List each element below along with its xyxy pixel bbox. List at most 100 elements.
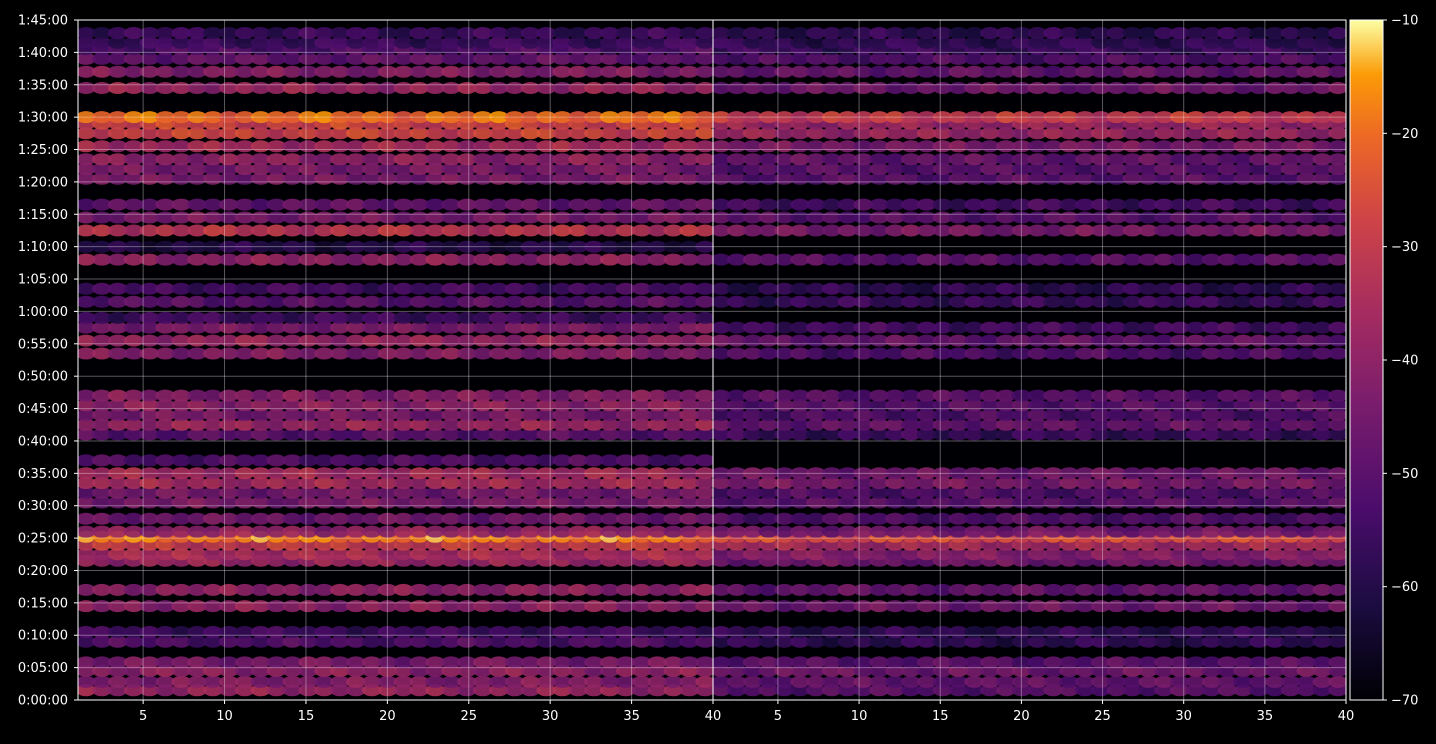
heatmap-cell [853, 399, 874, 412]
heatmap-cell [663, 321, 684, 334]
heatmap-cell [393, 684, 414, 697]
heatmap-cell [1312, 626, 1333, 638]
heatmap-cell [821, 36, 842, 49]
heatmap-cell [980, 635, 1000, 648]
heatmap-cell [996, 347, 1016, 360]
heatmap-cell [78, 211, 96, 224]
heatmap-cell [203, 525, 223, 538]
heatmap-cell [234, 111, 255, 124]
heatmap-cell [282, 295, 303, 308]
heatmap-cell [1090, 428, 1111, 441]
heatmap-cell [441, 656, 461, 669]
heatmap-cell [171, 52, 191, 65]
heatmap-cell [409, 65, 430, 78]
heatmap-cell [679, 418, 699, 431]
heatmap-cell [1312, 198, 1333, 211]
heatmap-cell [552, 65, 572, 78]
heatmap-cell [409, 525, 430, 538]
heatmap-cell [1043, 282, 1063, 295]
heatmap-cell [568, 454, 588, 467]
heatmap-cell [1154, 525, 1174, 538]
heatmap-cell [409, 454, 430, 467]
heatmap-cell [219, 454, 239, 467]
heatmap-cell [713, 496, 731, 509]
x-tick-label: 35 [623, 709, 640, 724]
heatmap-cell [774, 347, 794, 360]
heatmap-cell [520, 295, 541, 308]
heatmap-cell [1233, 253, 1253, 266]
heatmap-cell [203, 282, 223, 295]
heatmap-cell [473, 399, 493, 412]
heatmap-cell [441, 127, 461, 140]
heatmap-cell [1011, 282, 1032, 295]
heatmap-cell [282, 347, 303, 360]
heatmap-cell [1138, 52, 1158, 65]
heatmap-cell [266, 626, 287, 638]
heatmap-cell [1170, 65, 1190, 78]
heatmap-cell [393, 486, 414, 499]
heatmap-cell [250, 36, 271, 49]
heatmap-cell [1296, 211, 1317, 224]
heatmap-cell [1154, 172, 1174, 185]
heatmap-cell [742, 65, 763, 78]
heatmap-cell [948, 548, 969, 561]
heatmap-cell [600, 163, 620, 175]
heatmap-cell [203, 664, 223, 677]
heatmap-cell [1043, 418, 1063, 431]
heatmap-cell [520, 347, 541, 360]
heatmap-cell [298, 664, 319, 677]
heatmap-cell [1138, 467, 1158, 480]
heatmap-cell [713, 477, 731, 489]
heatmap-cell [964, 224, 984, 237]
heatmap-cell [600, 496, 620, 509]
heatmap-cell [1328, 334, 1346, 347]
heatmap-cell [203, 163, 223, 175]
heatmap-cell [647, 428, 668, 441]
heatmap-cell [1280, 127, 1301, 140]
heatmap-cell [488, 321, 509, 334]
heatmap-cell [171, 282, 191, 295]
heatmap-cell [1328, 172, 1346, 185]
heatmap-cell [901, 512, 921, 525]
heatmap-cell [1106, 224, 1127, 237]
heatmap-cell [361, 172, 382, 185]
heatmap-cell [234, 211, 255, 224]
heatmap-cell [885, 656, 905, 669]
heatmap-cell [1185, 635, 1206, 648]
heatmap-cell [1043, 409, 1063, 421]
heatmap-cell [584, 409, 604, 421]
heatmap-cell [377, 626, 398, 638]
heatmap-cell [552, 399, 572, 412]
heatmap-cell [346, 172, 366, 185]
heatmap-cell [171, 477, 191, 489]
heatmap-cell [790, 36, 810, 49]
heatmap-cell [520, 389, 541, 402]
heatmap-cell [1154, 163, 1174, 175]
heatmap-cell [1122, 389, 1143, 402]
heatmap-cell [790, 389, 810, 402]
heatmap-cell [1217, 172, 1238, 185]
heatmap-cell [916, 295, 937, 308]
heatmap-cell [713, 512, 731, 525]
heatmap-cell [361, 467, 382, 480]
heatmap-cell [916, 172, 937, 185]
heatmap-cell [1185, 52, 1206, 65]
heatmap-cell [1201, 548, 1222, 561]
heatmap-cell [647, 198, 668, 211]
heatmap-cell [1106, 282, 1127, 295]
heatmap-cell [647, 240, 668, 253]
heatmap-cell [425, 428, 446, 441]
heatmap-cell [1154, 626, 1174, 638]
heatmap-cell [536, 600, 557, 613]
heatmap-cell [457, 626, 477, 638]
heatmap-cell [250, 311, 271, 324]
heatmap-cell [821, 583, 842, 596]
heatmap-cell [790, 664, 810, 677]
heatmap-cell [377, 153, 398, 166]
heatmap-cell [663, 334, 684, 347]
heatmap-cell [1265, 409, 1285, 421]
x-tick-label: 20 [379, 709, 396, 724]
heatmap-cell [139, 82, 160, 94]
heatmap-cell [393, 675, 414, 688]
heatmap-cell [187, 347, 207, 360]
